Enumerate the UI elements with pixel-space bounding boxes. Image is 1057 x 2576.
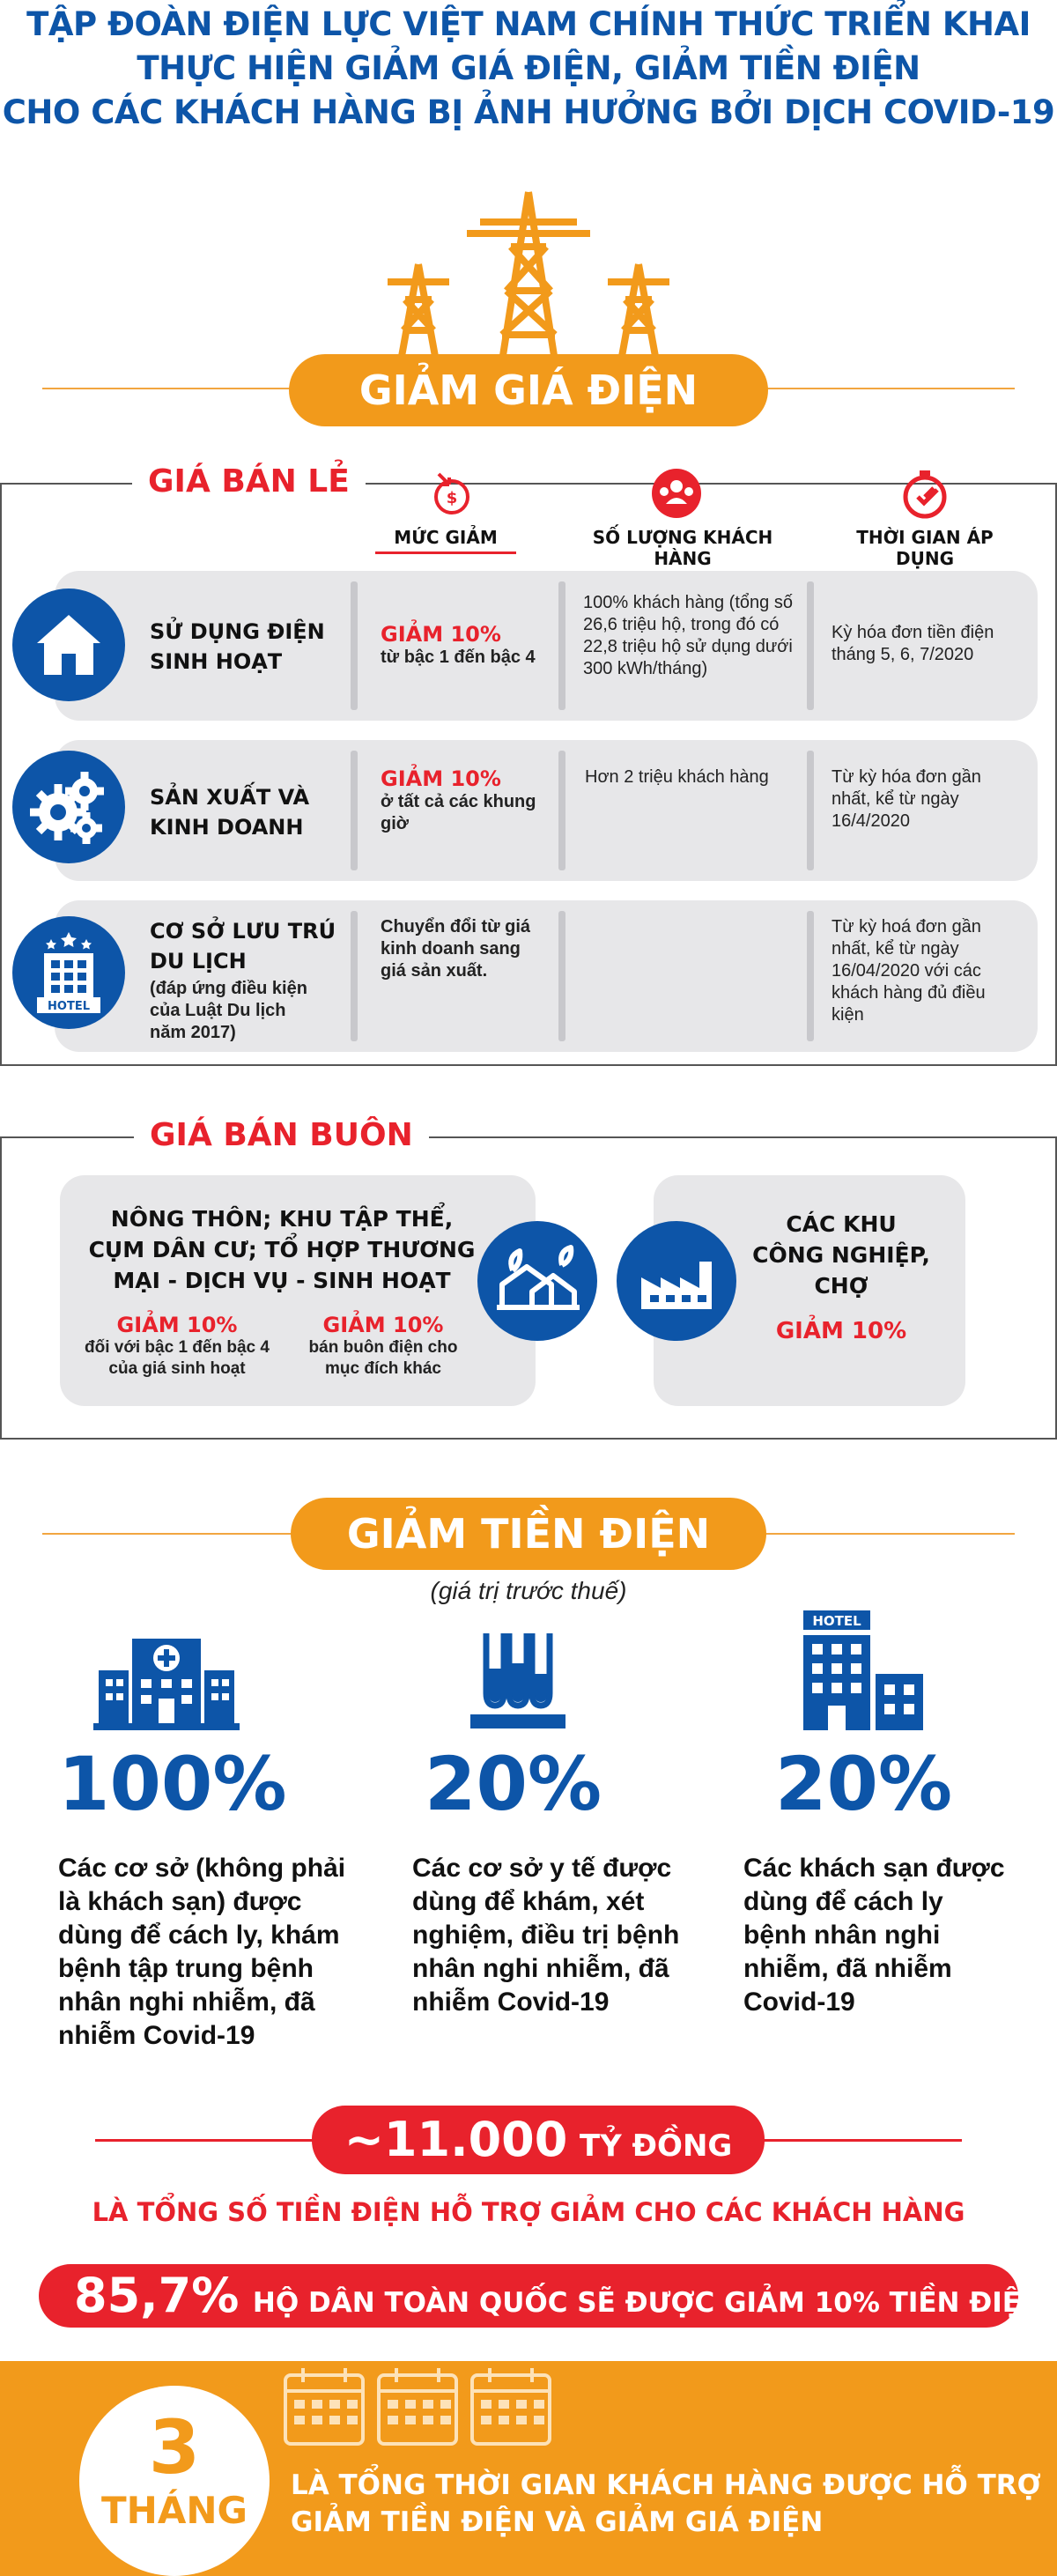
hotel-sign: HOTEL	[48, 1000, 90, 1013]
months-number: 3	[148, 2404, 201, 2491]
footer-text: LÀ TỔNG THỜI GIAN KHÁCH HÀNG ĐƯỢC HỖ TRỢ…	[291, 2467, 1048, 2541]
households-pct: 85,7%	[74, 2268, 240, 2323]
retail-row-tourism	[55, 900, 1038, 1052]
section-banner-bill: GIẢM TIỀN ĐIỆN	[291, 1498, 766, 1570]
title-line-1: TẬP ĐOÀN ĐIỆN LỰC VIỆT NAM CHÍNH THỨC TR…	[26, 5, 1031, 43]
col-head-reduction: MỨC GIẢM	[375, 527, 516, 554]
col-head-period: THỜI GIAN ÁP DỤNG	[835, 527, 1015, 575]
stopwatch-icon	[903, 470, 947, 519]
wholesale-item-1-sub: đối với bậc 1 đến bậc 4 của giá sinh hoạ…	[85, 1338, 270, 1378]
desc-isolation: Các cơ sở (không phải là khách sạn) được…	[58, 1854, 346, 2050]
wholesale-label: GIÁ BÁN BUÔN	[134, 1117, 429, 1153]
percent-hotel: 20%	[775, 1741, 953, 1827]
wholesale-item-2-sub: bán buôn điện cho mục đích khác	[308, 1338, 458, 1378]
customers-icon	[652, 469, 701, 518]
months-circle: 3 THÁNG	[79, 2386, 270, 2576]
amount-caption: LÀ TỔNG SỐ TIỀN ĐIỆN HỖ TRỢ GIẢM CHO CÁC…	[92, 2197, 965, 2227]
wholesale-item-2: GIẢM 10% bán buôn điện cho mục đích khác	[291, 1313, 476, 1380]
gears-icon	[12, 751, 125, 863]
row-title-business: SẢN XUẤT VÀ KINH DOANH	[150, 785, 310, 840]
separator	[807, 911, 814, 1041]
separator	[807, 751, 814, 870]
rural-houses-icon	[477, 1221, 597, 1341]
period-business: Từ kỳ hóa đơn gần nhất, kể từ ngày 16/4/…	[832, 767, 981, 831]
percent-isolation: 100%	[58, 1741, 287, 1827]
row-title-household: SỬ DỤNG ĐIỆN SINH HOẠT	[150, 619, 325, 674]
house-icon	[12, 588, 125, 701]
customers-household: 100% khách hàng (tổng số 26,6 triệu hộ, …	[583, 593, 793, 678]
separator	[558, 911, 565, 1041]
factory-icon	[617, 1221, 736, 1341]
wholesale-industrial-title: CÁC KHU CÔNG NGHIỆP, CHỢ	[752, 1211, 930, 1299]
separator	[351, 581, 358, 710]
reduction-tourism: Chuyển đổi từ giá kinh doanh sang giá sả…	[381, 917, 531, 981]
hotel-building-icon: HOTEL	[12, 916, 125, 1029]
period-tourism: Từ kỳ hoá đơn gần nhất, kể từ ngày 16/04…	[832, 917, 986, 1025]
percent-medical: 20%	[425, 1741, 602, 1827]
price-down-icon: $	[434, 472, 469, 514]
wholesale-industrial-main: GIẢM 10%	[775, 1318, 907, 1344]
separator	[558, 581, 565, 710]
households-text: HỘ DÂN TOÀN QUỐC SẼ ĐƯỢC GIẢM 10% TIỀN Đ…	[252, 2287, 1044, 2319]
hospital-icon	[93, 1639, 240, 1730]
row-title-tourism: CƠ SỞ LƯU TRÚ DU LỊCH	[150, 919, 336, 973]
hotel-icon: HOTEL	[803, 1610, 923, 1730]
reduction-business: GIẢM 10% ở tất cả các khung giờ	[381, 766, 548, 835]
footer-text-line-1: LÀ TỔNG THỜI GIAN KHÁCH HÀNG ĐƯỢC HỖ TRỢ	[291, 2469, 1041, 2501]
test-tubes-icon	[470, 1633, 565, 1728]
months-unit: THÁNG	[101, 2489, 248, 2532]
reduction-household: GIẢM 10% từ bậc 1 đến bậc 4	[381, 622, 557, 669]
wholesale-card-residential	[60, 1175, 536, 1406]
amount-badge: ~11.000 TỶ ĐỒNG	[312, 2106, 765, 2174]
power-tower-icon	[388, 191, 669, 362]
title-line-2: THỰC HIỆN GIẢM GIÁ ĐIỆN, GIẢM TIỀN ĐIỆN	[137, 49, 920, 87]
amount-main: ~11.000	[344, 2112, 568, 2167]
reduction-main: GIẢM 10%	[381, 766, 501, 791]
wholesale-item-1: GIẢM 10% đối với bậc 1 đến bậc 4 của giá…	[76, 1313, 278, 1380]
retail-row-household	[55, 571, 1038, 721]
customers-business: Hơn 2 triệu khách hàng	[585, 767, 769, 787]
retail-label: GIÁ BÁN LẺ	[132, 463, 366, 500]
reduction-sub: từ bậc 1 đến bậc 4	[381, 648, 536, 667]
reduction-sub: ở tất cả các khung giờ	[381, 792, 536, 833]
separator	[351, 911, 358, 1041]
pre-tax-note: (giá trị trước thuế)	[430, 1577, 627, 1604]
svg-text:$: $	[447, 489, 458, 507]
households-banner: 85,7% HỘ DÂN TOÀN QUỐC SẼ ĐƯỢC GIẢM 10% …	[39, 2264, 1044, 2328]
wholesale-residential-title: NÔNG THÔN; KHU TẬP THỂ, CỤM DÂN CƯ; TỔ H…	[88, 1206, 476, 1293]
separator	[351, 751, 358, 870]
section-banner-price: GIẢM GIÁ ĐIỆN	[289, 354, 768, 426]
separator	[807, 581, 814, 710]
wholesale-item-2-main: GIẢM 10%	[322, 1313, 444, 1337]
reduction-main: GIẢM 10%	[381, 622, 501, 647]
desc-medical: Các cơ sở y tế được dùng để khám, xét ng…	[412, 1854, 680, 2017]
hotel-sign: HOTEL	[812, 1613, 861, 1629]
separator	[558, 751, 565, 870]
row-note-tourism: (đáp ứng điều kiện của Luật Du lịch năm …	[150, 979, 307, 1042]
amount-unit: TỶ ĐỒNG	[579, 2128, 733, 2164]
retail-row-business	[55, 740, 1038, 881]
period-household: Kỳ hóa đơn tiền điện tháng 5, 6, 7/2020	[832, 623, 994, 664]
calendar-icon	[284, 2368, 551, 2446]
footer-text-line-2: GIẢM TIỀN ĐIỆN VÀ GIẢM GIÁ ĐIỆN	[291, 2506, 824, 2538]
title-line-3: CHO CÁC KHÁCH HÀNG BỊ ẢNH HƯỞNG BỞI DỊCH…	[2, 93, 1055, 131]
col-head-customers: SỐ LƯỢNG KHÁCH HÀNG	[573, 527, 793, 575]
desc-hotel: Các khách sạn được dùng để cách ly bệnh …	[743, 1854, 1005, 2017]
wholesale-item-1-main: GIẢM 10%	[116, 1313, 238, 1337]
